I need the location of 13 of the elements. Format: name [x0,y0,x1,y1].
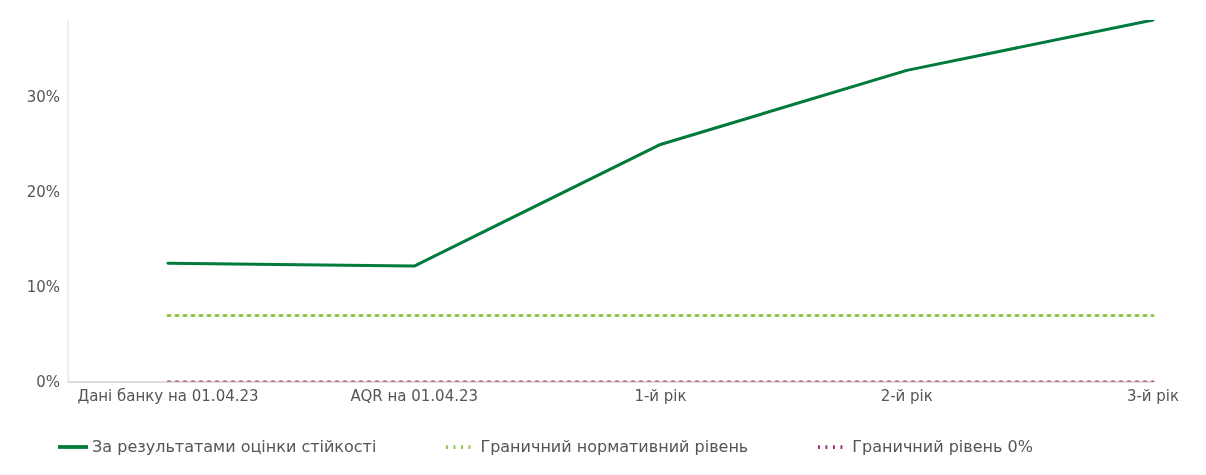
line-series [166,20,1155,268]
y-tick-label: 0% [36,373,60,392]
x-tick-label: Дані банку на 01.04.23 [77,386,259,405]
legend-label: За результатами оцінки стійкості [92,436,377,456]
y-tick-label: 20% [26,183,60,202]
x-tick-label: 3-й рік [1126,386,1180,405]
x-tick-label: AQR на 01.04.23 [350,386,479,405]
y-tick-label: 10% [26,278,60,297]
x-tick-label: 2-й рік [880,386,933,405]
x-tick-label: 1-й рік [634,386,687,405]
legend-label: Граничний нормативний рівень [480,436,749,456]
legend-label: Граничний рівень 0% [852,436,1033,456]
y-tick-label: 30% [26,88,60,107]
